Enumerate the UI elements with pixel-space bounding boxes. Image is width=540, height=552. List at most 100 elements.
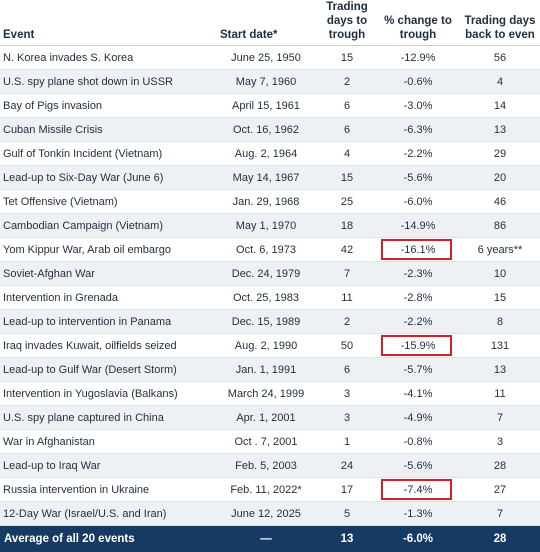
table-row: Gulf of Tonkin Incident (Vietnam)Aug. 2,… (0, 142, 540, 166)
start-date-cell: Aug. 2, 1964 (214, 142, 318, 166)
event-cell: Intervention in Yugoslavia (Balkans) (0, 382, 214, 406)
header-trough-days: Trading days to trough (318, 0, 376, 46)
trough-days-cell: 4 (318, 142, 376, 166)
event-cell: Lead-up to Gulf War (Desert Storm) (0, 358, 214, 382)
pct-change-cell: -2.8% (376, 286, 460, 310)
pct-change-cell: -2.2% (376, 142, 460, 166)
even-days-cell: 13 (460, 358, 540, 382)
trough-days-cell: 6 (318, 94, 376, 118)
even-days-cell: 28 (460, 454, 540, 478)
highlight-box (381, 335, 452, 356)
even-days-cell: 86 (460, 214, 540, 238)
trough-days-cell: 11 (318, 286, 376, 310)
pct-change-cell: -14.9% (376, 214, 460, 238)
start-date-cell: Dec. 24, 1979 (214, 262, 318, 286)
event-cell: Bay of Pigs invasion (0, 94, 214, 118)
even-days-cell: 11 (460, 382, 540, 406)
even-days-cell: 46 (460, 190, 540, 214)
event-cell: Cambodian Campaign (Vietnam) (0, 214, 214, 238)
highlight-box (381, 479, 452, 500)
trough-days-cell: 50 (318, 334, 376, 358)
even-days-cell: 10 (460, 262, 540, 286)
trough-days-cell: 2 (318, 310, 376, 334)
start-date-cell: June 25, 1950 (214, 46, 318, 70)
event-cell: Iraq invades Kuwait, oilfields seized (0, 334, 214, 358)
start-date-cell: Jan. 1, 1991 (214, 358, 318, 382)
pct-change-cell: -1.3% (376, 502, 460, 526)
trough-days-cell: 15 (318, 166, 376, 190)
trough-days-cell: 42 (318, 238, 376, 262)
even-days-cell: 14 (460, 94, 540, 118)
trough-days-cell: 1 (318, 430, 376, 454)
start-date-cell: Feb. 5, 2003 (214, 454, 318, 478)
header-even-days: Trading days back to even (460, 0, 540, 46)
event-cell: Lead-up to Six-Day War (June 6) (0, 166, 214, 190)
pct-change-cell: -3.0% (376, 94, 460, 118)
pct-change-cell: -5.6% (376, 166, 460, 190)
even-days-cell: 4 (460, 70, 540, 94)
start-date-cell: Apr. 1, 2001 (214, 406, 318, 430)
pct-change-cell: -12.9% (376, 46, 460, 70)
trough-days-cell: 18 (318, 214, 376, 238)
header-pct-change: % change to trough (376, 0, 460, 46)
pct-change-cell: -4.9% (376, 406, 460, 430)
start-date-cell: May 1, 1970 (214, 214, 318, 238)
start-date-cell: May 7, 1960 (214, 70, 318, 94)
start-date-cell: Aug. 2, 1990 (214, 334, 318, 358)
event-cell: Gulf of Tonkin Incident (Vietnam) (0, 142, 214, 166)
pct-change-cell: -15.9% (376, 334, 460, 358)
start-date-cell: Jan. 29, 1968 (214, 190, 318, 214)
even-days-cell: 27 (460, 478, 540, 502)
trough-days-cell: 7 (318, 262, 376, 286)
pct-change-cell: -16.1% (376, 238, 460, 262)
start-date-cell: April 15, 1961 (214, 94, 318, 118)
start-date-cell: Oct. 16, 1962 (214, 118, 318, 142)
trough-days-cell: 3 (318, 382, 376, 406)
table-row: 12-Day War (Israel/U.S. and Iran)June 12… (0, 502, 540, 526)
pct-change-cell: -7.4% (376, 478, 460, 502)
pct-change-cell: -5.6% (376, 454, 460, 478)
header-event: Event (0, 0, 214, 46)
start-date-cell: Oct . 7, 2001 (214, 430, 318, 454)
pct-change-cell: -6.0% (376, 190, 460, 214)
event-cell: 12-Day War (Israel/U.S. and Iran) (0, 502, 214, 526)
event-cell: Yom Kippur War, Arab oil embargo (0, 238, 214, 262)
even-days-cell: 8 (460, 310, 540, 334)
even-days-cell: 56 (460, 46, 540, 70)
trough-days-cell: 6 (318, 118, 376, 142)
start-date-cell: Dec. 15, 1989 (214, 310, 318, 334)
table-row: Intervention in Yugoslavia (Balkans)Marc… (0, 382, 540, 406)
event-cell: U.S. spy plane shot down in USSR (0, 70, 214, 94)
header-start-date: Start date* (214, 0, 318, 46)
event-cell: Tet Offensive (Vietnam) (0, 190, 214, 214)
start-date-cell: May 14, 1967 (214, 166, 318, 190)
even-days-cell: 7 (460, 502, 540, 526)
trough-days-cell: 15 (318, 46, 376, 70)
start-date-cell: March 24, 1999 (214, 382, 318, 406)
trough-days-cell: 3 (318, 406, 376, 430)
event-cell: Intervention in Grenada (0, 286, 214, 310)
even-days-cell: 29 (460, 142, 540, 166)
event-cell: N. Korea invades S. Korea (0, 46, 214, 70)
pct-change-cell: -0.8% (376, 430, 460, 454)
start-date-cell: June 12, 2025 (214, 502, 318, 526)
event-cell: Cuban Missile Crisis (0, 118, 214, 142)
event-cell: Soviet-Afghan War (0, 262, 214, 286)
pct-change-cell: -0.6% (376, 70, 460, 94)
even-days-cell: 15 (460, 286, 540, 310)
